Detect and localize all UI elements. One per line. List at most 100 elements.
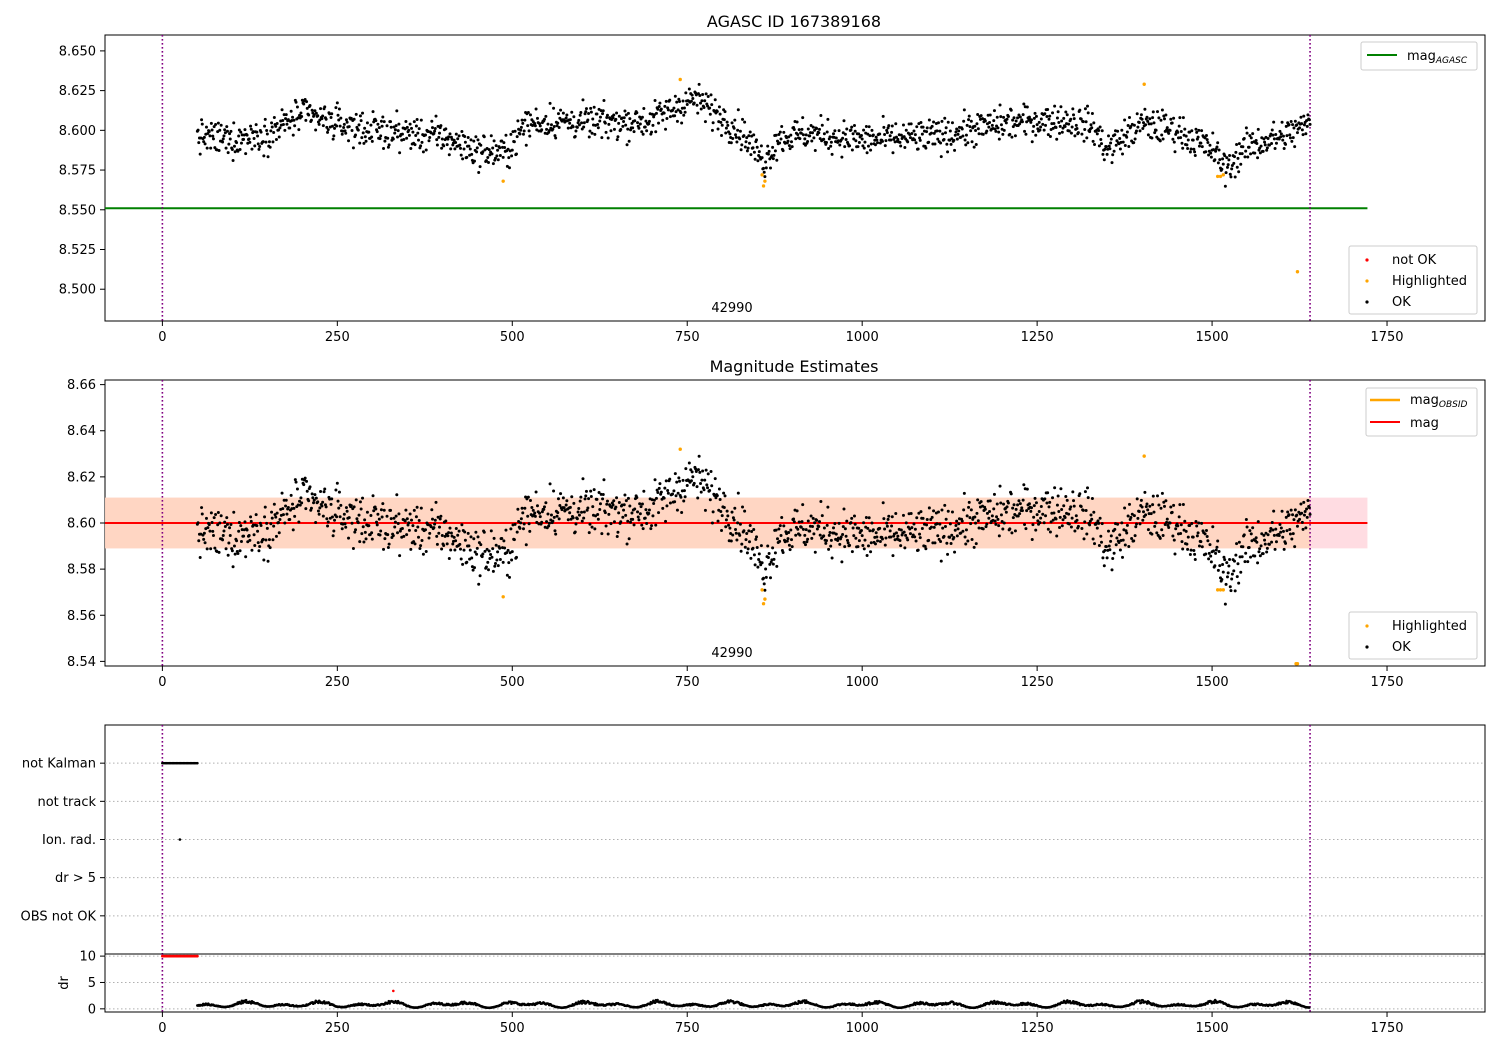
- ok-point: [1254, 536, 1258, 540]
- ok-point: [915, 516, 919, 520]
- ok-point: [510, 148, 514, 152]
- ok-point: [225, 125, 229, 129]
- ok-point: [437, 135, 441, 139]
- ok-point: [431, 126, 435, 130]
- ok-point: [624, 113, 628, 117]
- ok-point: [357, 513, 361, 517]
- ok-point: [1300, 511, 1304, 515]
- ok-point: [484, 565, 488, 569]
- ok-point: [1072, 117, 1076, 121]
- ok-point: [775, 564, 779, 568]
- ok-point: [349, 504, 353, 508]
- ok-point: [566, 126, 570, 130]
- ok-point: [554, 532, 558, 536]
- ok-point: [1032, 504, 1036, 508]
- ok-point: [853, 129, 857, 133]
- ok-point: [967, 114, 971, 118]
- ok-point: [809, 514, 813, 518]
- ok-point: [691, 96, 695, 100]
- ok-point: [711, 121, 715, 125]
- ok-point: [238, 147, 242, 151]
- ok-point: [1299, 115, 1303, 119]
- ok-point: [1024, 132, 1028, 136]
- ok-point: [729, 539, 733, 543]
- ok-point: [324, 117, 328, 121]
- ok-point: [656, 490, 660, 494]
- ok-point: [1095, 132, 1099, 136]
- ok-point: [590, 525, 594, 529]
- ok-point: [824, 541, 828, 545]
- ok-point: [825, 523, 829, 527]
- y-tick-label: 10: [79, 950, 96, 965]
- ok-point: [440, 547, 444, 551]
- ok-point: [1113, 133, 1117, 137]
- ok-point: [771, 546, 775, 550]
- ok-point: [965, 514, 969, 518]
- ok-point: [1016, 514, 1020, 518]
- ok-point: [1125, 135, 1129, 139]
- ok-point: [924, 547, 928, 551]
- ok-point: [477, 171, 481, 175]
- ok-point: [703, 99, 707, 103]
- ok-point: [1197, 544, 1201, 548]
- ok-point: [1034, 114, 1038, 118]
- ok-point: [196, 521, 200, 525]
- y-tick-label: 8.550: [59, 203, 96, 218]
- ok-point: [481, 150, 485, 154]
- ok-point: [954, 130, 958, 134]
- ok-point: [1124, 529, 1128, 533]
- ok-point: [480, 555, 484, 559]
- ok-point: [381, 115, 385, 119]
- x-tick-label: 250: [325, 675, 350, 690]
- ok-point: [1235, 165, 1239, 169]
- ok-point: [997, 130, 1001, 134]
- ok-point: [1086, 111, 1090, 115]
- ok-point: [640, 115, 644, 119]
- ok-point: [395, 109, 399, 113]
- ok-point: [598, 507, 602, 511]
- ok-point: [209, 547, 213, 551]
- highlighted-point: [501, 179, 505, 183]
- ok-point: [1188, 524, 1192, 528]
- ok-point: [969, 508, 973, 512]
- ok-point: [402, 138, 406, 142]
- dr-not-ok-point: [195, 954, 199, 958]
- ok-point: [930, 515, 934, 519]
- ok-point: [638, 122, 642, 126]
- ok-point: [684, 467, 688, 471]
- highlighted-point: [760, 173, 764, 177]
- ok-point: [584, 489, 588, 493]
- ok-point: [1196, 531, 1200, 535]
- ok-point: [255, 130, 259, 134]
- ok-point: [889, 138, 893, 142]
- ok-point: [397, 122, 401, 126]
- ok-point: [1302, 500, 1306, 504]
- ok-point: [576, 121, 580, 125]
- ok-point: [803, 543, 807, 547]
- ok-point: [1172, 116, 1176, 120]
- ok-point: [383, 139, 387, 143]
- x-tick-label: 1750: [1370, 675, 1403, 690]
- ok-point: [592, 488, 596, 492]
- ok-point: [314, 496, 318, 500]
- y-tick-label: 8.62: [67, 470, 96, 485]
- ok-point: [1195, 524, 1199, 528]
- ok-point: [320, 117, 324, 121]
- ok-point: [891, 554, 895, 558]
- ok-point: [641, 527, 645, 531]
- ok-point: [1147, 122, 1151, 126]
- ok-point: [310, 108, 314, 112]
- ok-point: [734, 135, 738, 139]
- ok-point: [720, 514, 724, 518]
- ok-point: [490, 555, 494, 559]
- ok-point: [953, 133, 957, 137]
- ok-point: [919, 510, 923, 514]
- ok-point: [222, 134, 226, 138]
- ok-point: [1058, 525, 1062, 529]
- ok-point: [981, 527, 985, 531]
- ok-point: [549, 513, 553, 517]
- ok-point: [527, 129, 531, 133]
- ok-point: [1263, 143, 1267, 147]
- ok-point: [863, 140, 867, 144]
